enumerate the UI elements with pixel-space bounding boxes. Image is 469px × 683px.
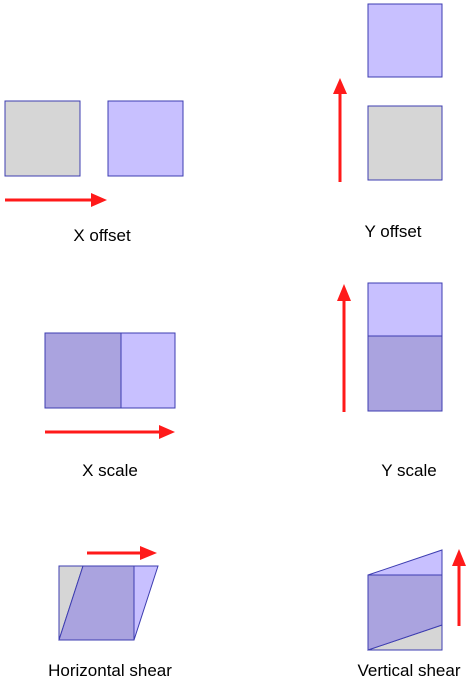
arrow-up [337,284,351,412]
panel-x-scale [44,332,176,439]
panel-x-offset [4,100,184,207]
arrow-right [45,425,175,439]
overlap-region [58,565,135,641]
arrow-up [333,78,347,182]
label-horizontal-shear: Horizontal shear [48,661,172,680]
original-square [367,105,443,181]
label-vertical-shear: Vertical shear [357,661,461,680]
arrow-up [452,549,466,626]
label-x-offset: X offset [73,226,131,245]
overlap-square [44,332,122,409]
label-y-offset: Y offset [364,222,422,241]
panel-vertical-shear [367,549,466,651]
label-y-scale: Y scale [381,461,437,480]
arrow-right [87,546,157,560]
offset-square [107,100,184,177]
label-x-scale: X scale [82,461,138,480]
arrow-right [5,193,107,207]
panel-horizontal-shear [58,546,159,641]
offset-square [367,3,443,78]
overlap-square [367,335,443,412]
overlap-region [367,574,443,651]
panel-y-offset [333,3,443,182]
original-square [4,100,81,177]
panel-y-scale [337,282,443,412]
